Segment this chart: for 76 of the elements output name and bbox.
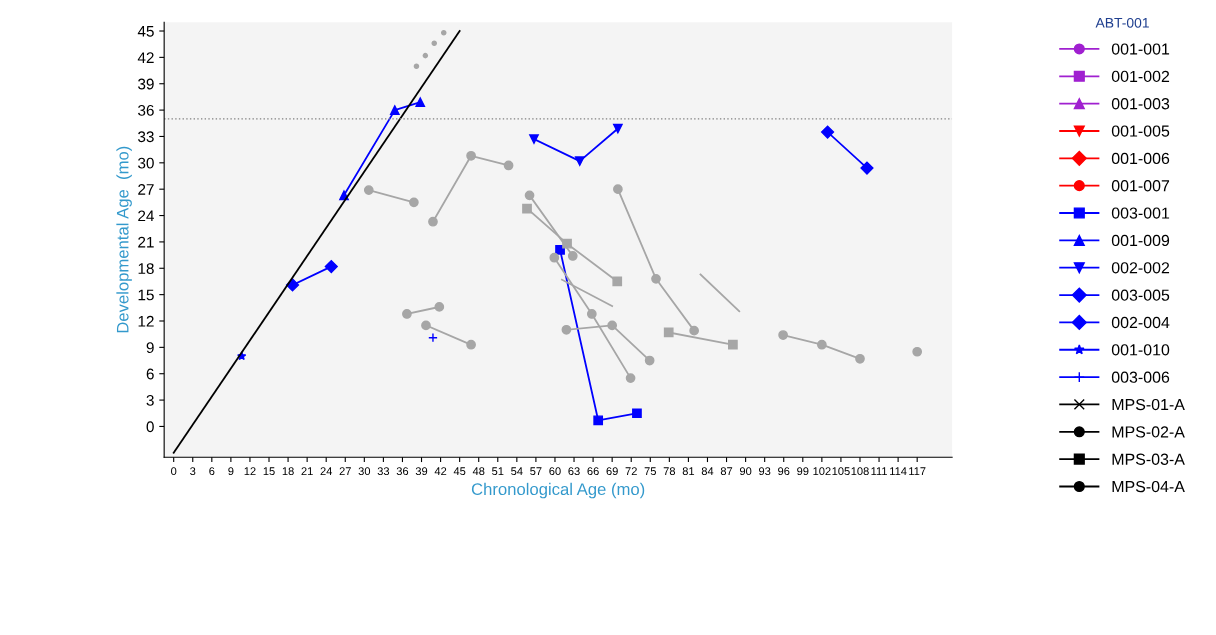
y-tick-label: 12 (138, 315, 154, 327)
x-tick-label: 45 (453, 467, 466, 476)
x-tick-label: 30 (358, 467, 371, 476)
x-tick-label: 66 (587, 467, 599, 476)
legend-label: 001-010 (1111, 344, 1170, 356)
legend-label: 003-001 (1111, 207, 1170, 219)
x-tick-label: 96 (778, 467, 790, 476)
x-tick-label: 42 (434, 467, 447, 475)
x-tick-label: 72 (625, 467, 637, 475)
legend-label: MPS-03-A (1112, 453, 1185, 465)
y-tick-label: 18 (138, 263, 154, 274)
x-tick-label: 57 (530, 467, 542, 476)
y-tick-label: 0 (146, 421, 154, 433)
x-tick-label: 27 (339, 467, 351, 475)
y-tick-label: 39 (138, 78, 154, 90)
legend-label: 001-003 (1111, 98, 1170, 110)
y-tick-label: 30 (138, 157, 154, 169)
legend-label: 001-005 (1111, 125, 1170, 137)
x-tick-label: 18 (282, 467, 294, 476)
x-tick-label: 81 (682, 467, 695, 476)
x-tick-label: 39 (415, 467, 428, 476)
x-tick-label: 15 (263, 467, 275, 476)
y-tick-label: 3 (146, 394, 154, 406)
legend-label: 001-006 (1111, 152, 1170, 165)
legend-label: 001-001 (1111, 43, 1170, 55)
x-tick-label: 111 (871, 467, 887, 475)
x-tick-label: 12 (244, 467, 256, 475)
x-tick-label: 9 (228, 467, 234, 476)
legend-label: 002-002 (1111, 262, 1170, 274)
x-tick-label: 102 (813, 467, 831, 476)
x-tick-label: 21 (301, 467, 313, 475)
y-tick-label: 9 (146, 342, 154, 354)
x-tick-label: 114 (890, 467, 907, 475)
legend-label: MPS-04-A (1112, 480, 1185, 493)
y-tick-label: 27 (138, 184, 154, 195)
legend-title: ABT-001 (1095, 17, 1149, 28)
x-tick-label: 6 (209, 467, 215, 476)
x-tick-label: 87 (720, 467, 733, 476)
legend-label: 003-006 (1111, 371, 1170, 383)
x-tick-label: 0 (171, 467, 177, 476)
x-tick-label: 99 (797, 467, 809, 476)
x-tick-label: 3 (190, 467, 196, 476)
x-tick-label: 24 (320, 467, 333, 475)
y-axis-title: Developmental Age (mo) (116, 146, 132, 333)
x-tick-label: 33 (377, 467, 390, 476)
x-tick-label: 78 (663, 467, 676, 476)
y-tick-label: 6 (146, 368, 154, 380)
x-tick-label: 90 (739, 467, 752, 476)
y-tick-label: 42 (137, 52, 154, 63)
legend-label: MPS-02-A (1112, 426, 1185, 438)
y-tick-label: 33 (138, 131, 154, 143)
y-tick-label: 21 (138, 236, 154, 248)
x-tick-label: 84 (701, 467, 714, 476)
x-tick-label: 105 (832, 467, 850, 476)
x-tick-label: 54 (511, 467, 523, 476)
y-tick-label: 36 (138, 104, 154, 116)
legend-label: 001-002 (1111, 70, 1170, 83)
x-tick-label: 117 (909, 467, 926, 475)
y-tick-label: 24 (138, 210, 154, 222)
x-tick-label: 69 (606, 467, 618, 476)
y-tick-label: 15 (138, 289, 154, 301)
x-tick-label: 75 (644, 467, 656, 476)
legend-label: 002-004 (1111, 316, 1170, 329)
x-tick-label: 36 (396, 467, 409, 476)
x-tick-label: 51 (492, 467, 504, 476)
x-tick-label: 48 (472, 467, 485, 476)
legend-label: MPS-01-A (1112, 398, 1185, 411)
x-axis-title: Chronological Age (mo) (471, 482, 645, 499)
x-tick-label: 108 (851, 467, 869, 476)
legend-label: 001-007 (1111, 180, 1170, 192)
y-tick-label: 45 (137, 26, 154, 37)
legend-label: 001-009 (1111, 234, 1170, 247)
legend-label: 003-005 (1111, 289, 1170, 301)
x-tick-label: 60 (549, 467, 561, 476)
x-tick-label: 93 (759, 467, 771, 476)
x-tick-label: 63 (568, 467, 580, 476)
